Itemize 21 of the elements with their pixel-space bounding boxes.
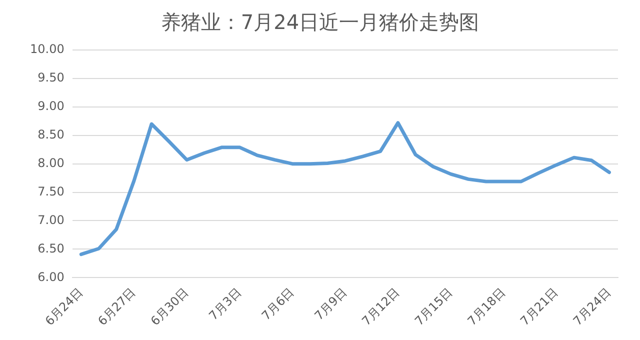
y-tick-label: 8.00 [38, 156, 64, 170]
x-tick-label: 7月18日 [464, 285, 508, 328]
y-tick-label: 9.50 [38, 70, 64, 85]
x-tick-label: 6月30日 [148, 285, 192, 328]
y-tick-label: 7.50 [38, 184, 64, 198]
x-tick-label: 7月12日 [359, 285, 402, 328]
y-tick-label: 9.00 [38, 99, 64, 114]
x-tick-label: 7月3日 [206, 285, 244, 323]
x-tick-label: 7月21日 [518, 285, 561, 328]
x-tick-label: 7月24日 [570, 285, 614, 328]
y-tick-label: 6.50 [38, 241, 64, 256]
y-tick-label: 6.00 [38, 270, 64, 284]
x-tick-label: 6月24日 [42, 285, 86, 328]
x-tick-label: 7月15日 [412, 285, 456, 328]
y-tick-label: 8.50 [38, 127, 64, 142]
x-tick-label: 6月27日 [95, 285, 138, 328]
x-tick-label: 7月9日 [312, 285, 350, 323]
chart-title: 养猪业：7月24日近一月猪价走势图 [160, 10, 480, 34]
y-tick-label: 7.00 [38, 212, 64, 227]
y-tick-label: 10.00 [30, 42, 64, 56]
x-tick-label: 7月6日 [259, 285, 297, 323]
